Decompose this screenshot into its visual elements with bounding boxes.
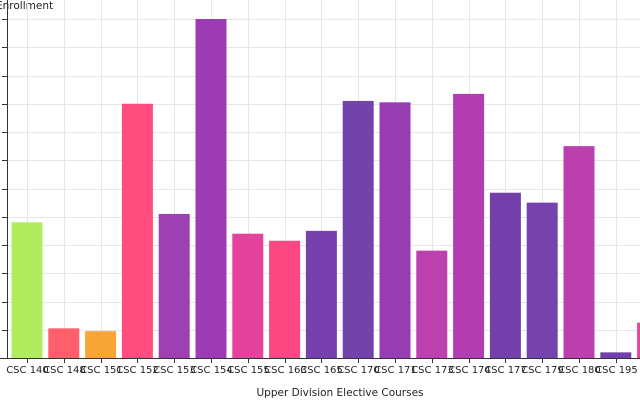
x-tick-label: CSC 173 bbox=[411, 365, 454, 376]
x-tick-label: CSC 152 bbox=[116, 365, 159, 376]
x-tick-label: CSC 140 bbox=[6, 365, 49, 376]
x-tick-label: CSC 148 bbox=[43, 365, 86, 376]
bar-csc-196 bbox=[637, 322, 640, 358]
bar-csc-173 bbox=[416, 250, 448, 358]
x-tick-label: CSC 171 bbox=[374, 365, 417, 376]
bar-csc-174 bbox=[453, 93, 485, 359]
x-tick-label: CSC 151 bbox=[80, 365, 123, 376]
bar-csc-163 bbox=[269, 240, 301, 358]
bar-csc-165 bbox=[305, 230, 337, 358]
x-tick-label: CSC 170 bbox=[337, 365, 380, 376]
x-axis bbox=[0, 0, 640, 363]
x-axis-label: Upper Division Elective Courses bbox=[256, 387, 423, 399]
x-tick-label: CSC 195 bbox=[595, 365, 638, 376]
x-tick-label: CSC 165 bbox=[300, 365, 343, 376]
x-tick-label: CSC 153 bbox=[153, 365, 196, 376]
bar-csc-151 bbox=[85, 331, 117, 358]
bar-csc-140 bbox=[11, 222, 43, 358]
bar-csc-153 bbox=[158, 213, 190, 358]
y-axis-label: Enrollment bbox=[0, 0, 54, 12]
bar-csc-170 bbox=[342, 100, 374, 359]
x-tick-label: CSC 154 bbox=[190, 365, 233, 376]
bar-csc-177 bbox=[489, 192, 521, 358]
bar-csc-155 bbox=[232, 233, 264, 358]
x-tick-label: CSC 179 bbox=[521, 365, 564, 376]
bar-csc-148 bbox=[48, 328, 80, 358]
x-tick-label: CSC 155 bbox=[227, 365, 270, 376]
bar-csc-171 bbox=[379, 102, 411, 359]
bars bbox=[11, 19, 640, 359]
bar-csc-152 bbox=[121, 103, 153, 358]
x-tick-label: CSC 180 bbox=[558, 365, 601, 376]
bar-csc-195 bbox=[600, 352, 632, 358]
bar-csc-179 bbox=[526, 202, 558, 358]
x-tick-label: CSC 177 bbox=[484, 365, 527, 376]
x-tick-label: CSC 174 bbox=[448, 365, 491, 376]
x-tick-label: CSC 163 bbox=[264, 365, 307, 376]
bar-csc-180 bbox=[563, 146, 595, 358]
bar-csc-154 bbox=[195, 19, 227, 358]
